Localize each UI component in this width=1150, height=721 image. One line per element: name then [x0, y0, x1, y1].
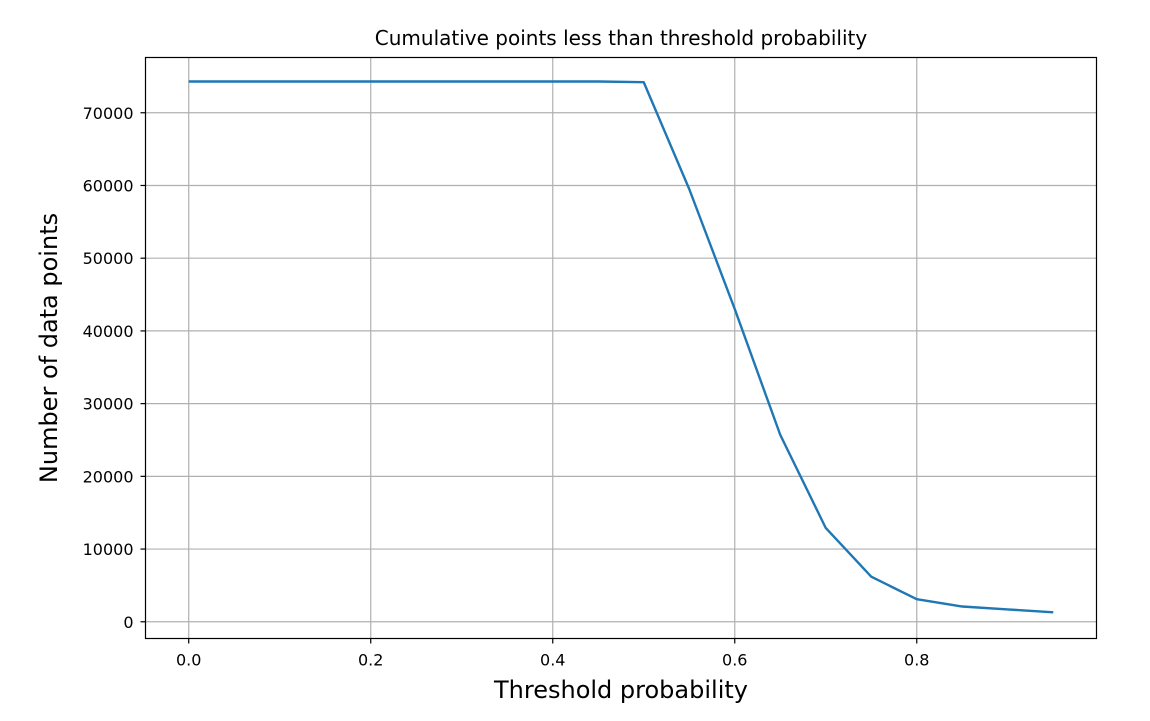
- x-tick-label: 0.8: [904, 651, 929, 670]
- x-axis-label: Threshold probability: [493, 676, 748, 704]
- y-tick-label: 0: [123, 613, 133, 632]
- chart-title: Cumulative points less than threshold pr…: [375, 26, 868, 50]
- y-axis-label: Number of data points: [35, 213, 63, 483]
- x-tick-label: 0.0: [176, 651, 201, 670]
- y-tick-label: 30000: [83, 395, 134, 414]
- y-tick-label: 60000: [83, 176, 134, 195]
- y-tick-label: 10000: [83, 540, 134, 559]
- grid-layer: [145, 57, 1097, 639]
- plot-frame: [144, 56, 1098, 640]
- x-tick-label: 0.4: [540, 651, 565, 670]
- x-tick-label: 0.2: [358, 651, 383, 670]
- y-tick-label: 40000: [83, 322, 134, 341]
- x-tick-label: 0.6: [722, 651, 747, 670]
- series-layer: [188, 80, 1054, 614]
- y-tick-label: 50000: [83, 249, 134, 268]
- ticks-layer: 0.0 0.2 0.4 0.6 0.8 0 10000 20000 30000 40000 5000…: [83, 104, 930, 670]
- series-line: [188, 80, 1054, 614]
- y-tick-label: 20000: [83, 467, 134, 486]
- y-tick-label: 70000: [83, 104, 134, 123]
